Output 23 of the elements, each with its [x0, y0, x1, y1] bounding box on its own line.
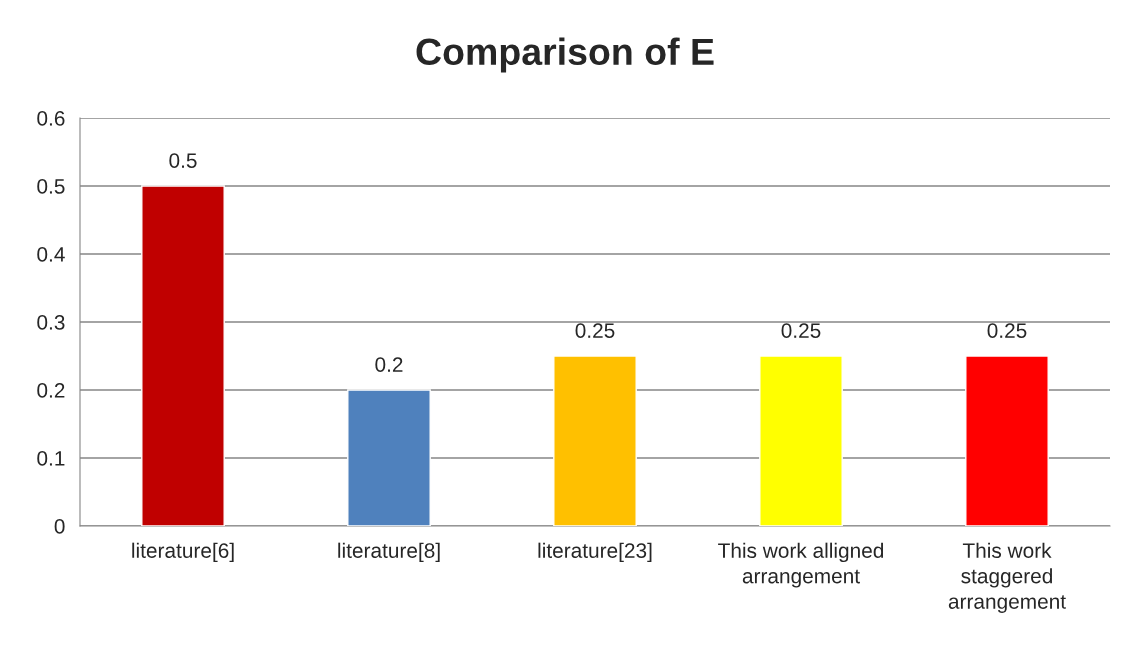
y-tick-label: 0.4	[37, 247, 65, 262]
bar	[553, 355, 637, 526]
bar	[347, 389, 431, 526]
data-label: 0.25	[781, 323, 821, 338]
x-tick-label: This work alligned arrangement	[718, 542, 884, 588]
x-tick-label: literature[6]	[132, 542, 234, 563]
y-tick-label: 0.3	[37, 315, 65, 330]
data-label: 0.25	[575, 323, 615, 338]
y-tick-label: 0	[54, 519, 65, 534]
data-label: 0.25	[987, 323, 1027, 338]
x-tick-label: literature[8]	[338, 542, 440, 563]
bar	[141, 185, 225, 526]
y-tick-label: 0.6	[37, 111, 65, 126]
y-tick-label: 0.1	[37, 451, 65, 466]
chart-title: Comparison of E	[416, 37, 714, 73]
data-label: 0.5	[169, 153, 197, 168]
x-tick-label: This work staggered arrangement	[948, 542, 1066, 614]
x-tick-label: literature[23]	[538, 542, 652, 563]
y-tick-label: 0.2	[37, 383, 65, 398]
bar	[965, 355, 1049, 526]
y-tick-label: 0.5	[37, 179, 65, 194]
data-label: 0.2	[375, 357, 403, 372]
bar	[759, 355, 843, 526]
